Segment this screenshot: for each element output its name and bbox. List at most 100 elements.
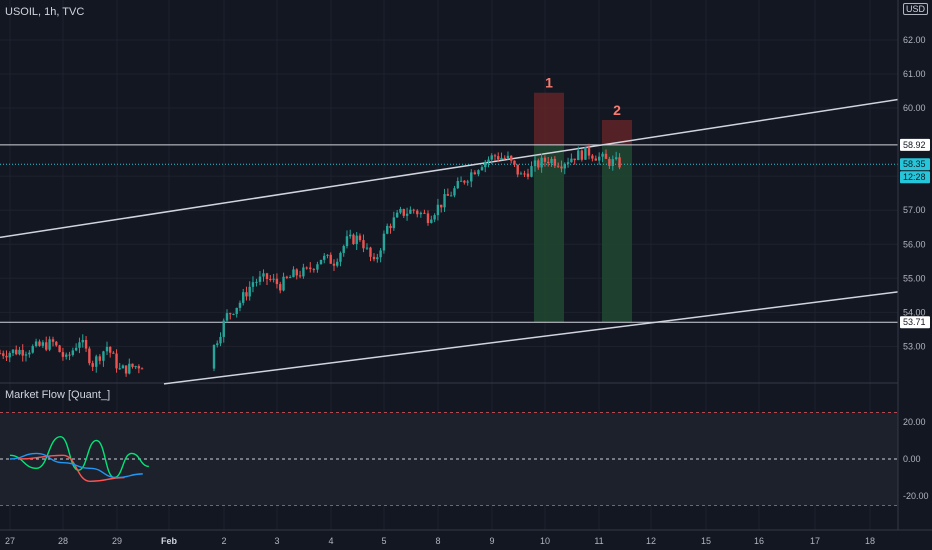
candle-body — [38, 341, 41, 346]
time-tick-label: 15 — [701, 536, 711, 546]
candle-body — [523, 173, 526, 175]
candle-body — [279, 284, 282, 291]
candle — [245, 286, 248, 301]
candle-body — [81, 339, 84, 343]
candle — [466, 179, 469, 186]
price-tick-label: 54.00 — [903, 307, 926, 317]
candle — [292, 266, 295, 278]
candle-body — [102, 351, 105, 361]
price-label-level: 53.71 — [903, 317, 926, 327]
candle — [577, 146, 580, 161]
time-tick-label: 10 — [540, 536, 550, 546]
indicator-band — [0, 412, 898, 506]
candle-body — [336, 261, 339, 266]
candle-body — [131, 363, 134, 367]
candle — [319, 259, 323, 265]
candle-body — [484, 161, 487, 168]
candle-body — [118, 368, 121, 370]
candle-body — [5, 355, 8, 358]
candle-body — [362, 240, 365, 249]
candle — [510, 155, 513, 164]
candle-body — [58, 345, 61, 353]
candle-body — [587, 147, 591, 156]
candle — [473, 170, 477, 175]
candle — [362, 234, 365, 253]
candle-body — [339, 252, 342, 262]
symbol-header[interactable]: USOIL, 1h, TVC — [5, 6, 85, 18]
candle — [305, 266, 308, 270]
candle — [51, 336, 55, 347]
candle — [41, 340, 45, 348]
indicator-title[interactable]: Market Flow [Quant_] — [5, 389, 111, 401]
candle-body — [2, 353, 5, 356]
time-tick-label: 18 — [865, 536, 875, 546]
candle — [91, 360, 94, 372]
candle — [376, 253, 379, 263]
candle-body — [115, 353, 118, 369]
candle — [216, 340, 219, 348]
candle-body — [516, 164, 519, 175]
candle-body — [105, 346, 109, 352]
candle-body — [74, 347, 78, 351]
candle — [416, 209, 419, 218]
candle-body — [386, 225, 389, 234]
candle — [78, 337, 81, 354]
candle — [560, 160, 563, 173]
candle — [412, 208, 415, 214]
candle — [386, 223, 389, 235]
time-tick-label: 11 — [594, 536, 603, 546]
candle — [84, 336, 88, 352]
candle-body — [345, 236, 349, 247]
candle-body — [352, 234, 355, 245]
candle-body — [255, 281, 258, 283]
candle-body — [51, 339, 55, 342]
candle — [272, 273, 275, 283]
time-tick-label: 8 — [435, 536, 440, 546]
candle — [28, 350, 31, 358]
candle — [11, 349, 15, 357]
candle — [480, 165, 484, 171]
currency-badge[interactable]: USD — [903, 3, 929, 15]
candle — [222, 318, 225, 343]
candle-body — [611, 159, 614, 166]
candle-body — [45, 342, 48, 350]
candle-body — [108, 346, 112, 353]
candle — [580, 149, 584, 162]
candle-body — [262, 273, 265, 277]
candle-body — [614, 157, 618, 160]
candle-body — [503, 157, 506, 159]
candle — [369, 246, 372, 262]
candle — [279, 281, 282, 294]
candle-body — [298, 275, 302, 277]
time-tick-label: 29 — [112, 536, 122, 546]
candle-body — [594, 158, 597, 161]
price-tick-label: 60.00 — [903, 103, 926, 113]
candle — [604, 149, 608, 159]
candle-body — [312, 269, 316, 271]
candle-body — [553, 158, 557, 166]
price-label-bg-level — [900, 316, 930, 329]
time-tick-label: 2 — [221, 536, 226, 546]
indicator-tick-label: 20.00 — [903, 417, 926, 427]
time-tick-label: 16 — [754, 536, 764, 546]
candle-body — [258, 276, 262, 282]
candle-body — [15, 349, 18, 355]
candle-body — [319, 259, 323, 265]
candle-body — [477, 170, 480, 175]
candle — [115, 349, 118, 373]
candle — [493, 153, 497, 161]
candle-body — [540, 157, 543, 168]
target-zone-1 — [534, 144, 564, 323]
price-axis — [898, 0, 932, 550]
candle — [405, 207, 409, 221]
candle — [265, 272, 269, 285]
stop-zone-1 — [534, 92, 564, 145]
candle — [523, 170, 526, 178]
candle-body — [31, 346, 34, 353]
candle-body — [124, 365, 128, 374]
candle-body — [580, 150, 584, 160]
candle — [543, 155, 547, 167]
candle — [282, 272, 285, 292]
candle-body — [88, 348, 91, 364]
